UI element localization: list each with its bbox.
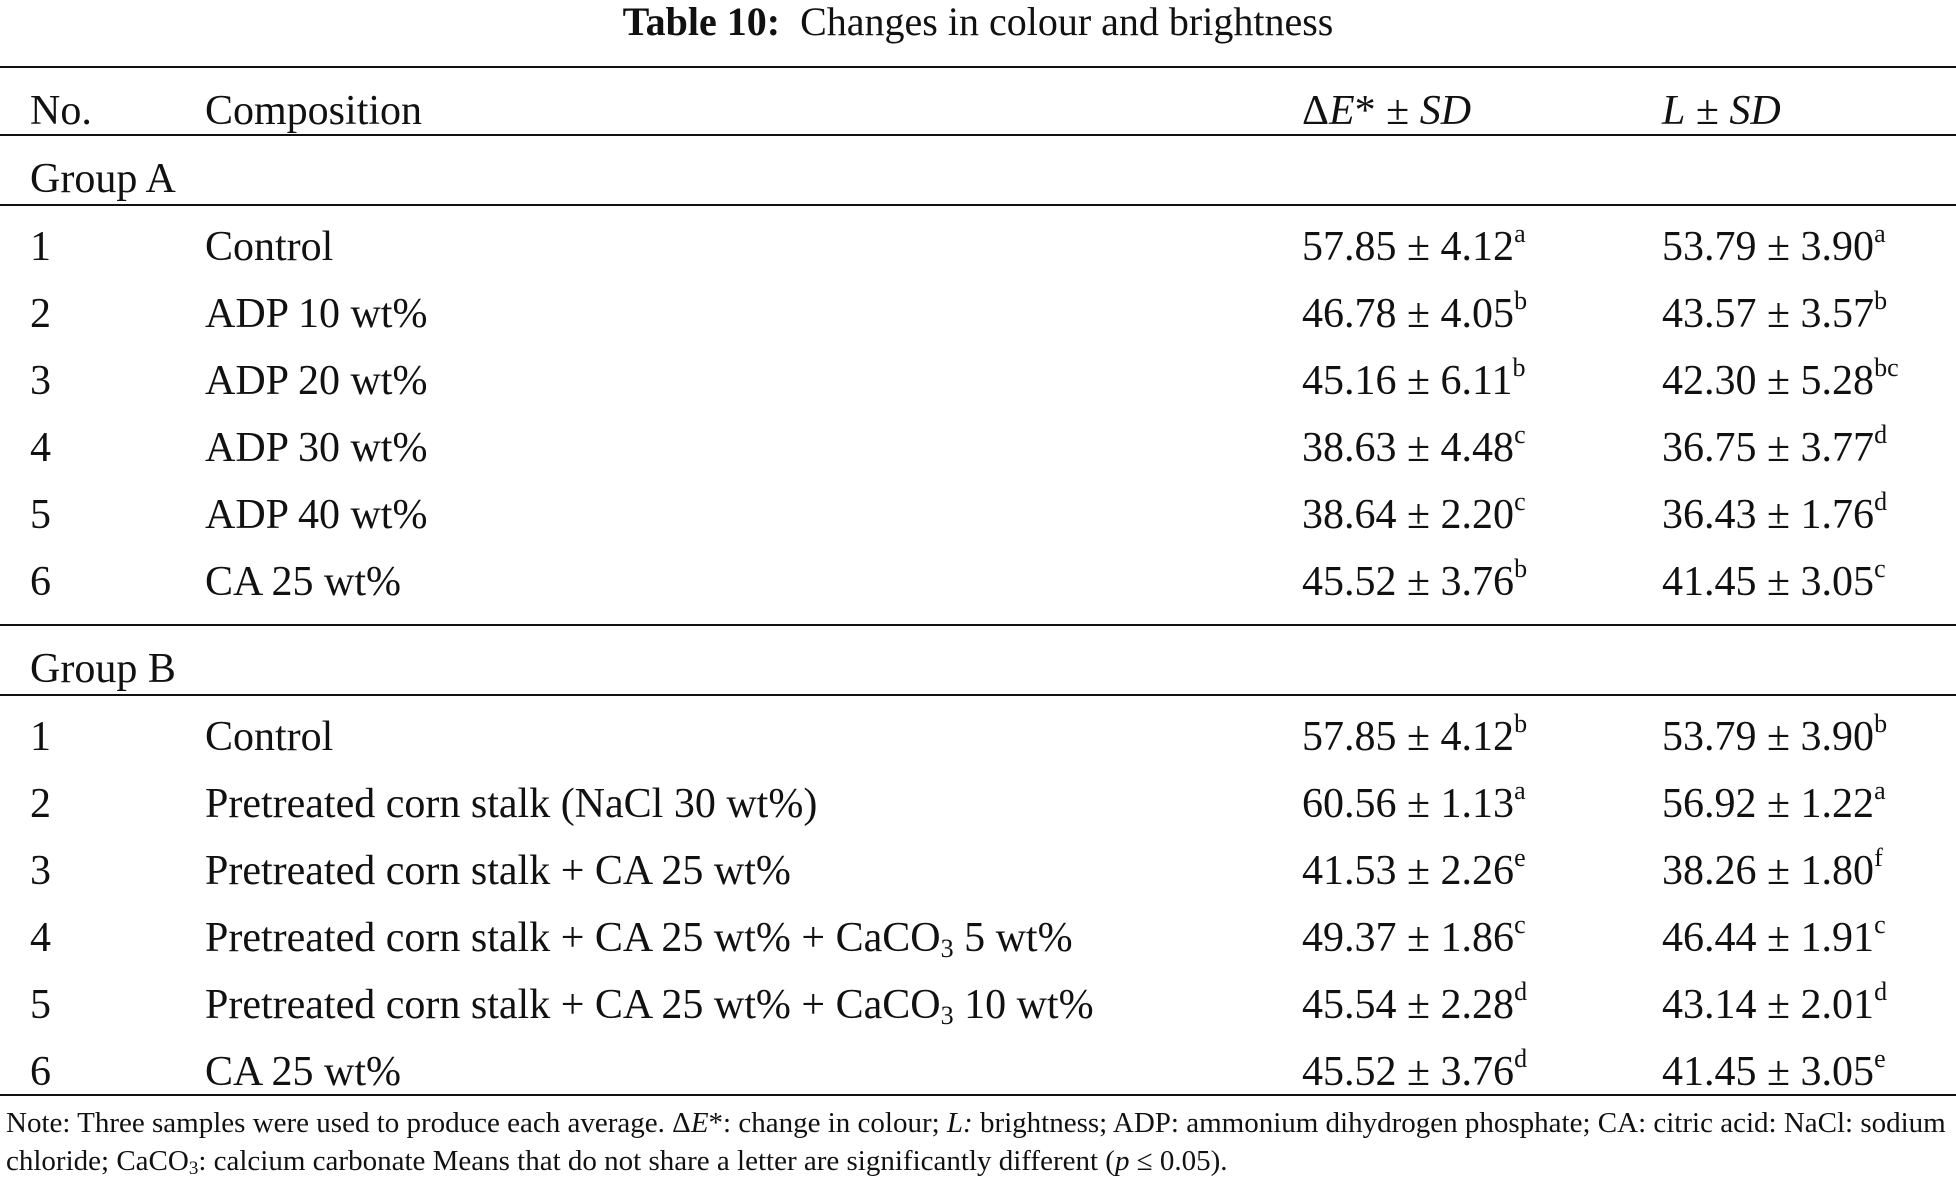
header-row: No. Composition ΔE* ± SD L ± SD [0, 78, 1956, 144]
cell-composition: CA 25 wt% [205, 1049, 402, 1095]
table-row: 5 Pretreated corn stalk + CA 25 wt% + CaC… [0, 972, 1956, 1038]
table-row: 5 ADP 40 wt% 38.64 ± 2.20c 36.43 ± 1.76d [0, 482, 1956, 548]
cell-l: 38.26 ± 1.80f [1662, 843, 1883, 895]
cell-delta-e: 45.16 ± 6.11b [1302, 353, 1526, 405]
group-a-rule [0, 204, 1956, 206]
cell-l: 43.14 ± 2.01d [1662, 977, 1888, 1029]
table-note: Note: Three samples were used to produce… [6, 1107, 1946, 1179]
cell-l: 53.79 ± 3.90b [1662, 709, 1888, 761]
cell-delta-e: 60.56 ± 1.13a [1302, 776, 1526, 828]
table-row: 2 ADP 10 wt% 46.78 ± 4.05b 43.57 ± 3.57b [0, 281, 1956, 347]
cell-composition: ADP 10 wt% [205, 291, 428, 337]
top-rule [0, 66, 1956, 68]
group-divider-rule [0, 624, 1956, 626]
cell-l: 42.30 ± 5.28bc [1662, 353, 1899, 405]
table-row: 1 Control 57.85 ± 4.12a 53.79 ± 3.90a [0, 214, 1956, 280]
cell-no: 1 [30, 224, 51, 270]
cell-composition: ADP 20 wt% [205, 358, 428, 404]
cell-l: 43.57 ± 3.57b [1662, 286, 1888, 338]
cell-delta-e: 38.64 ± 2.20c [1302, 487, 1526, 539]
table-row: 4 Pretreated corn stalk + CA 25 wt% + CaC… [0, 905, 1956, 971]
group-b-rule [0, 694, 1956, 696]
cell-no: 4 [30, 915, 51, 961]
table-row: 2 Pretreated corn stalk (NaCl 30 wt%) 60.5… [0, 771, 1956, 837]
header-delta-e: ΔE* ± SD [1302, 88, 1472, 134]
cell-no: 2 [30, 291, 51, 337]
cell-l: 46.44 ± 1.91c [1662, 910, 1886, 962]
table-label: Table 10: [622, 0, 781, 44]
cell-delta-e: 57.85 ± 4.12b [1302, 709, 1528, 761]
cell-delta-e: 57.85 ± 4.12a [1302, 219, 1526, 271]
table-caption: Changes in colour and brightness [800, 0, 1334, 44]
cell-delta-e: 46.78 ± 4.05b [1302, 286, 1528, 338]
cell-delta-e: 45.52 ± 3.76b [1302, 554, 1528, 606]
cell-no: 5 [30, 982, 51, 1028]
table-row: 6 CA 25 wt% 45.52 ± 3.76b 41.45 ± 3.05c [0, 549, 1956, 615]
cell-no: 3 [30, 358, 51, 404]
cell-delta-e: 38.63 ± 4.48c [1302, 420, 1526, 472]
bottom-rule [0, 1094, 1956, 1096]
header-rule [0, 134, 1956, 136]
cell-composition: Control [205, 224, 334, 270]
cell-composition: CA 25 wt% [205, 559, 402, 605]
table-row: 1 Control 57.85 ± 4.12b 53.79 ± 3.90b [0, 704, 1956, 770]
cell-l: 36.75 ± 3.77d [1662, 420, 1888, 472]
cell-composition: ADP 40 wt% [205, 492, 428, 538]
cell-composition: Pretreated corn stalk + CA 25 wt% + CaCO… [205, 982, 1094, 1030]
cell-delta-e: 45.52 ± 3.76d [1302, 1044, 1528, 1096]
cell-l: 56.92 ± 1.22a [1662, 776, 1886, 828]
cell-delta-e: 45.54 ± 2.28d [1302, 977, 1528, 1029]
cell-l: 36.43 ± 1.76d [1662, 487, 1888, 539]
cell-no: 5 [30, 492, 51, 538]
cell-delta-e: 41.53 ± 2.26e [1302, 843, 1526, 895]
header-composition: Composition [205, 88, 423, 134]
cell-composition: Pretreated corn stalk + CA 25 wt% [205, 848, 791, 894]
table-title: Table 10: Changes in colour and brightne… [0, 0, 1956, 44]
cell-no: 1 [30, 714, 51, 760]
group-a-heading: Group A [30, 156, 176, 202]
table-row: 4 ADP 30 wt% 38.63 ± 4.48c 36.75 ± 3.77d [0, 415, 1956, 481]
cell-composition: ADP 30 wt% [205, 425, 428, 471]
cell-no: 6 [30, 1049, 51, 1095]
header-no: No. [30, 88, 92, 134]
cell-no: 2 [30, 781, 51, 827]
group-b-heading: Group B [30, 646, 176, 692]
cell-l: 53.79 ± 3.90a [1662, 219, 1886, 271]
cell-l: 41.45 ± 3.05e [1662, 1044, 1886, 1096]
table-row: 6 CA 25 wt% 45.52 ± 3.76d 41.45 ± 3.05e [0, 1039, 1956, 1105]
cell-composition: Control [205, 714, 334, 760]
cell-no: 4 [30, 425, 51, 471]
cell-l: 41.45 ± 3.05c [1662, 554, 1886, 606]
cell-composition: Pretreated corn stalk (NaCl 30 wt%) [205, 781, 818, 827]
header-l: L ± SD [1662, 88, 1781, 134]
cell-no: 6 [30, 559, 51, 605]
table-row: 3 ADP 20 wt% 45.16 ± 6.11b 42.30 ± 5.28bc [0, 348, 1956, 414]
table-row: 3 Pretreated corn stalk + CA 25 wt% 41.53 … [0, 838, 1956, 904]
cell-composition: Pretreated corn stalk + CA 25 wt% + CaCO… [205, 915, 1073, 963]
cell-no: 3 [30, 848, 51, 894]
cell-delta-e: 49.37 ± 1.86c [1302, 910, 1526, 962]
